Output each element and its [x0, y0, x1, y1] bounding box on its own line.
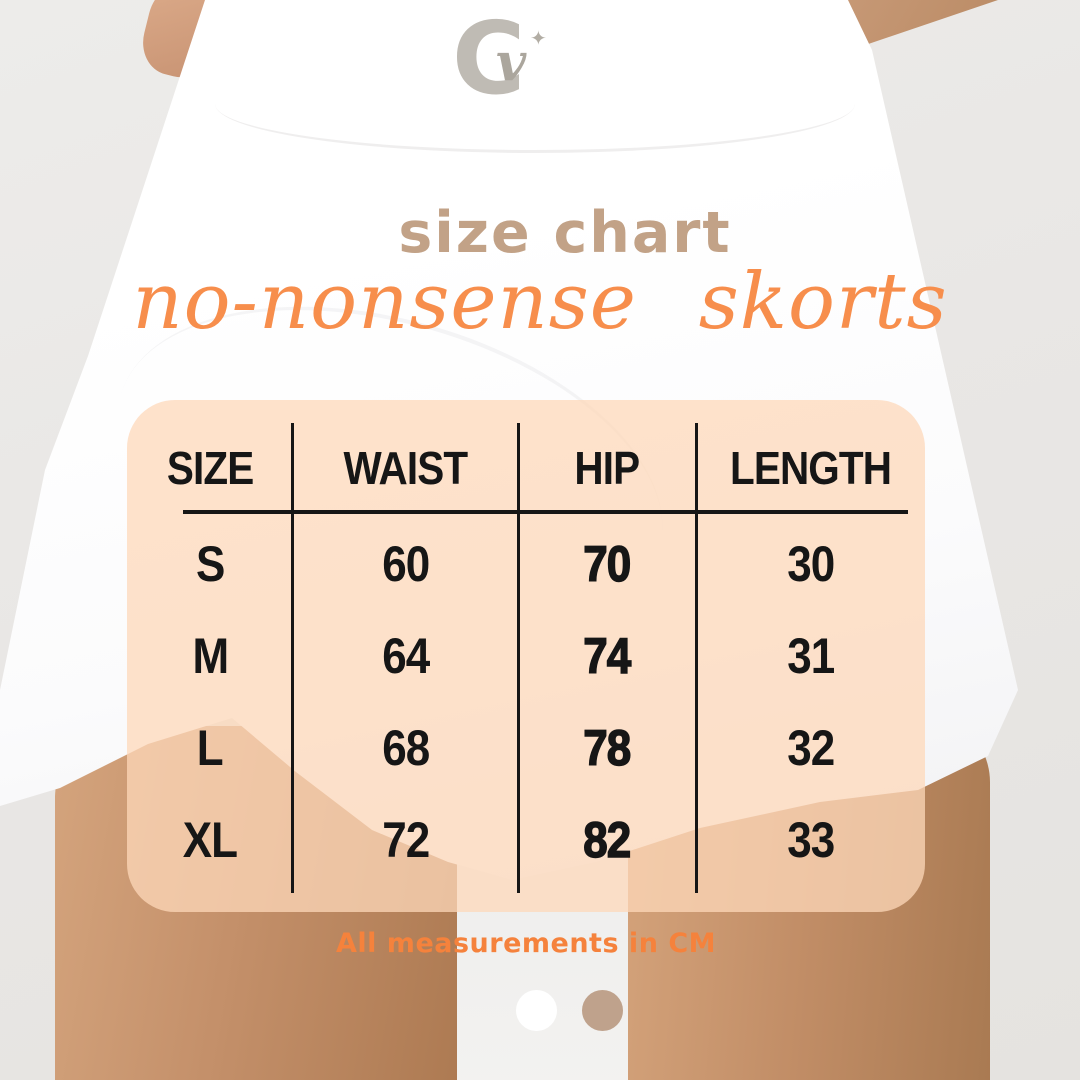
header-underline [183, 510, 908, 514]
cell-m-length: 31 [786, 628, 835, 684]
cell-s-hip: 70 [583, 535, 632, 593]
col-header-length: LENGTH [696, 400, 925, 518]
page-title: size chart [398, 200, 732, 266]
carousel-dot-2[interactable] [582, 990, 623, 1031]
cell-s-waist: 60 [381, 536, 430, 592]
col-header-hip: HIP [518, 400, 696, 518]
col-header-hip-label: HIP [574, 442, 641, 494]
cell-xl-hip: 82 [583, 811, 632, 869]
cell-l-size: L [196, 720, 224, 776]
carousel-indicator [516, 990, 623, 1031]
cell-l-hip: 78 [583, 719, 632, 777]
col-header-size: SIZE [127, 400, 293, 518]
cell-xl-size: XL [182, 812, 238, 868]
logo-c-icon: C [452, 0, 526, 117]
col-header-waist: WAIST [293, 400, 518, 518]
cell-m-hip: 74 [583, 627, 632, 685]
brand-logo: C v ✦ [452, 0, 572, 117]
cell-s-length: 30 [786, 536, 835, 592]
col-header-length-label: LENGTH [729, 442, 892, 494]
cell-l-length: 32 [786, 720, 835, 776]
cell-l-waist: 68 [381, 720, 430, 776]
cell-xl-length: 33 [786, 812, 835, 868]
column-divider-3 [695, 423, 698, 893]
carousel-dot-1[interactable] [516, 990, 557, 1031]
size-table: SIZE WAIST HIP LENGTH S 60 70 30 M 64 74… [127, 400, 925, 912]
column-divider-2 [517, 423, 520, 893]
sparkle-icon: ✦ [530, 28, 547, 50]
cell-s-size: S [195, 536, 225, 592]
product-name-script: no-nonsense skorts [132, 257, 948, 347]
column-divider-1 [291, 423, 294, 893]
logo-v-icon: v [496, 32, 527, 93]
cell-m-waist: 64 [381, 628, 430, 684]
col-header-waist-label: WAIST [343, 442, 469, 494]
measurements-note: All measurements in CM [336, 928, 716, 959]
cell-m-size: M [192, 628, 229, 684]
col-header-size-label: SIZE [166, 442, 254, 494]
size-chart-panel: SIZE WAIST HIP LENGTH S 60 70 30 M 64 74… [127, 400, 925, 912]
cell-xl-waist: 72 [381, 812, 430, 868]
waistband-seam [215, 55, 855, 153]
